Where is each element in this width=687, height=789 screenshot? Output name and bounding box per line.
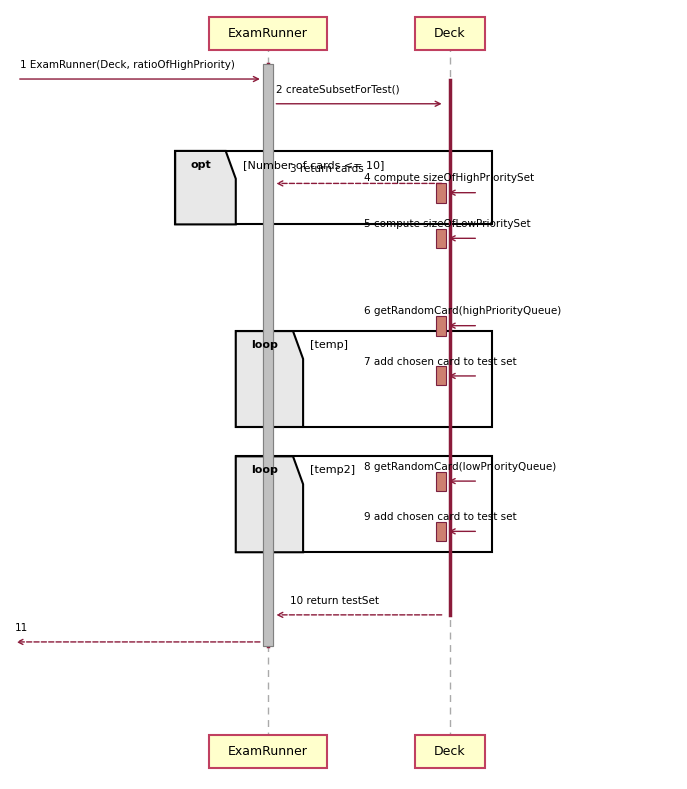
Polygon shape [236,456,303,552]
Text: 10 return testSet: 10 return testSet [290,596,379,606]
FancyBboxPatch shape [414,735,485,768]
Bar [236,331,492,427]
Polygon shape [236,331,303,427]
Text: 9 add chosen card to test set: 9 add chosen card to test set [363,512,517,522]
Text: 7 add chosen card to test set: 7 add chosen card to test set [363,357,517,367]
Bar [436,229,446,249]
Bar [436,183,446,203]
FancyBboxPatch shape [209,17,327,50]
Bar [436,522,446,541]
Bar [436,316,446,336]
Text: 6 getRandomCard(highPriorityQueue): 6 getRandomCard(highPriorityQueue) [363,306,561,316]
Text: 11: 11 [15,623,28,633]
Text: [temp2]: [temp2] [310,466,355,475]
FancyBboxPatch shape [414,17,485,50]
Bar [436,472,446,491]
Text: 4 compute sizeOfHighPrioritySet: 4 compute sizeOfHighPrioritySet [363,174,534,183]
Text: 5 compute sizeOfLowPrioritySet: 5 compute sizeOfLowPrioritySet [363,219,530,229]
Text: 3 return cards: 3 return cards [290,164,363,174]
Polygon shape [175,151,236,224]
Text: Deck: Deck [434,27,466,40]
Text: 2 createSubsetForTest(): 2 createSubsetForTest() [276,84,400,95]
Bar [262,64,273,645]
Bar [262,64,273,645]
Text: loop: loop [251,466,278,475]
Bar [236,456,492,552]
Text: 8 getRandomCard(lowPriorityQueue): 8 getRandomCard(lowPriorityQueue) [363,462,556,472]
Text: [temp]: [temp] [310,340,348,350]
Text: ExamRunner: ExamRunner [228,746,308,758]
Bar [436,366,446,385]
Text: opt: opt [190,160,211,170]
Text: loop: loop [251,340,278,350]
Text: 1 ExamRunner(Deck, ratioOfHighPriority): 1 ExamRunner(Deck, ratioOfHighPriority) [21,60,235,69]
FancyBboxPatch shape [209,735,327,768]
Text: [Number of cards <= 10]: [Number of cards <= 10] [243,160,384,170]
Bar [175,151,492,224]
Text: ExamRunner: ExamRunner [228,27,308,40]
Text: Deck: Deck [434,746,466,758]
